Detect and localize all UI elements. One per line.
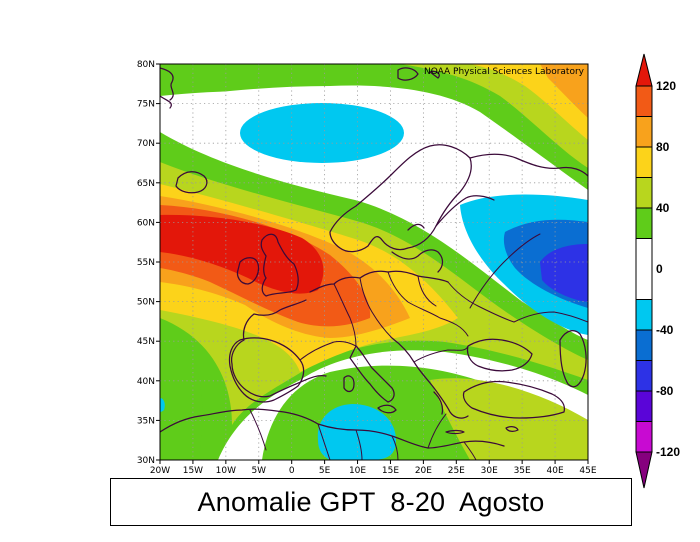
lat-tick-label: 50N	[137, 298, 155, 308]
colorbar-seg-120	[635, 85, 653, 117]
positive-band-south-yellow	[430, 378, 588, 460]
colorbar-seg-20	[635, 238, 653, 300]
lon-tick-label: 0	[289, 466, 295, 476]
lon-tick-label: 20W	[150, 466, 170, 476]
colorbar	[635, 53, 653, 489]
lat-tick-label: 40N	[137, 377, 155, 387]
anomaly-field	[160, 64, 588, 460]
lat-tick-label: 65N	[137, 179, 155, 189]
caption-box: Anomalie GPT 8-20 Agosto	[110, 478, 632, 526]
colorbar-seg-100	[635, 116, 653, 148]
lat-tick-label: 60N	[137, 218, 155, 228]
colorbar-seg-80	[635, 146, 653, 178]
colorbar-arrow-bottom	[635, 451, 653, 489]
coastlines-sharp	[160, 67, 588, 460]
lat-tick-label: 55N	[137, 258, 155, 268]
sicily-coast	[377, 404, 397, 414]
finland-coast	[435, 153, 588, 227]
north-band-white	[160, 90, 588, 230]
longitude-ticks: 20W 15W 10W 5W 0 5E 10E 15E 20E 25E 30E 35E 40E 45E	[150, 460, 597, 476]
svalbard-coast	[397, 67, 440, 81]
north-band-green	[160, 64, 588, 190]
colorbar-seg-m100	[635, 421, 653, 453]
north-africa-coast	[160, 408, 505, 449]
colorbar-seg-m60	[635, 360, 653, 392]
lon-tick-label: 5E	[319, 466, 331, 476]
trough-west-sliver	[160, 398, 165, 412]
lon-tick-label: 15E	[382, 466, 399, 476]
colorbar-label: 0	[656, 262, 663, 276]
colorbar-seg-40	[635, 207, 653, 239]
lon-tick-label: 25E	[448, 466, 465, 476]
lat-tick-label: 80N	[137, 60, 155, 70]
country-borders	[249, 233, 588, 460]
caspian-coast	[559, 330, 587, 388]
ireland-coast	[236, 257, 260, 285]
trough-east-core	[540, 244, 588, 302]
sardinia-coast	[343, 375, 355, 393]
crete-coast	[445, 429, 465, 435]
lat-tick-label: 70N	[137, 139, 155, 149]
lon-tick-label: 30E	[481, 466, 498, 476]
greenland-coast	[160, 67, 174, 109]
lon-tick-label: 15W	[183, 466, 203, 476]
black-sea-coast	[466, 338, 533, 372]
lat-tick-label: 30N	[137, 456, 155, 466]
great-britain-coast	[260, 233, 299, 297]
lon-tick-label: 45E	[579, 466, 596, 476]
lon-tick-label: 10W	[216, 466, 236, 476]
lon-tick-label: 35E	[514, 466, 531, 476]
colorbar-label: 120	[656, 79, 676, 93]
colorbar-seg-m40	[635, 329, 653, 361]
colorbar-arrow-top	[635, 53, 653, 87]
colorbar-label: 80	[656, 140, 670, 154]
colorbar-labels: 120 80 40 0 -40 -80 -120	[656, 79, 680, 459]
caption-title: Anomalie GPT 8-20 Agosto	[197, 486, 545, 517]
colorbar-label: -120	[656, 445, 680, 459]
iberia-coast	[228, 337, 305, 403]
iceland-coast	[175, 171, 208, 194]
trough-north-atlantic	[240, 103, 404, 163]
lon-tick-label: 40E	[547, 466, 564, 476]
scandinavia-coast	[329, 144, 472, 253]
map-gridlines	[160, 64, 588, 460]
turkey-coast	[462, 380, 566, 419]
lat-tick-label: 75N	[137, 100, 155, 110]
lon-tick-label: 10E	[349, 466, 366, 476]
north-band-orange	[540, 64, 588, 118]
lat-tick-label: 35N	[137, 416, 155, 426]
colorbar-label: 40	[656, 201, 670, 215]
colorbar-seg-m80	[635, 390, 653, 422]
ridge-core-red	[160, 214, 324, 294]
credit-label: NOAA Physical Sciences Laboratory	[424, 67, 585, 77]
lon-tick-label: 20E	[415, 466, 432, 476]
continental-coast	[230, 270, 449, 398]
latitude-ticks: 30N 35N 40N 45N 50N 55N 60N 65N 70N 75N 80N	[137, 60, 160, 466]
lat-tick-label: 45N	[137, 337, 155, 347]
balkans-coast	[391, 337, 469, 419]
baltic-coast	[391, 223, 444, 273]
lon-tick-label: 5W	[251, 466, 266, 476]
colorbar-seg-60	[635, 177, 653, 209]
colorbar-label: -80	[656, 384, 674, 398]
cyprus-coast	[505, 426, 519, 432]
colorbar-seg-m20	[635, 299, 653, 331]
italy-coast	[349, 345, 395, 403]
colorbar-label: -40	[656, 323, 674, 337]
